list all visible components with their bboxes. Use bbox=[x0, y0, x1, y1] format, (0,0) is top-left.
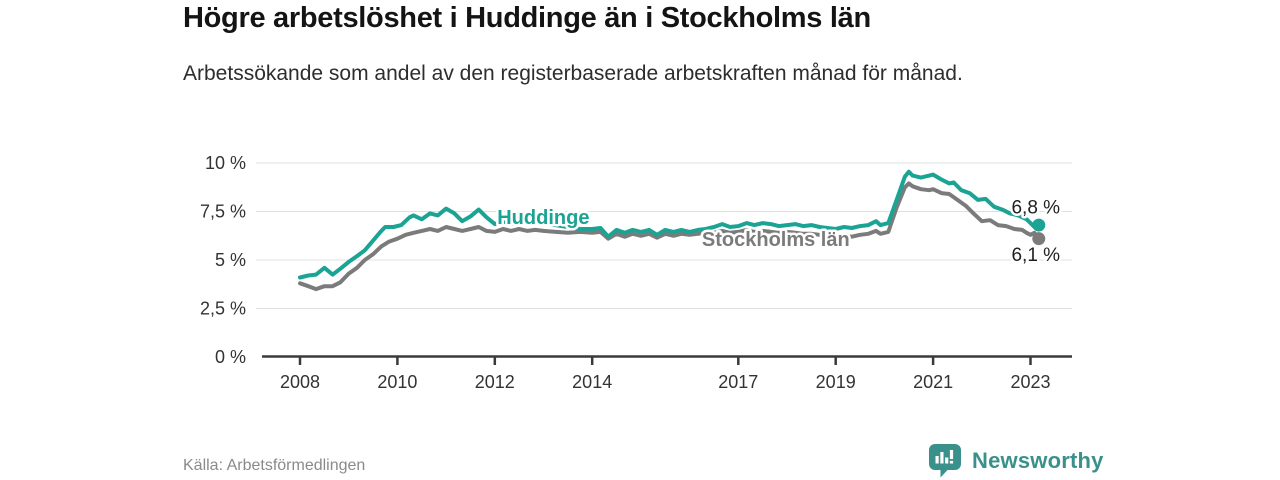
brand-name: Newsworthy bbox=[972, 447, 1104, 473]
end-value-label-huddinge: 6,8 % bbox=[1011, 198, 1060, 219]
series-label-huddinge: Huddinge bbox=[497, 207, 589, 229]
x-tick-label: 2008 bbox=[280, 372, 320, 392]
x-tick-label: 2017 bbox=[718, 372, 758, 392]
y-tick-label: 7,5 % bbox=[200, 202, 246, 222]
y-tick-label: 10 % bbox=[205, 153, 246, 173]
y-tick-label: 5 % bbox=[215, 250, 246, 270]
x-tick-label: 2010 bbox=[377, 372, 417, 392]
chart-title: Högre arbetslöshet i Huddinge än i Stock… bbox=[183, 2, 871, 34]
chart-subtitle: Arbetssökande som andel av den registerb… bbox=[183, 62, 963, 85]
series-label-stockholms-län: Stockholms län bbox=[702, 229, 850, 251]
x-tick-label: 2014 bbox=[572, 372, 612, 392]
end-dot-huddinge bbox=[1032, 218, 1046, 232]
end-dot-stockholms-län bbox=[1032, 232, 1046, 246]
logo-bar-3 bbox=[945, 457, 949, 464]
x-tick-label: 2023 bbox=[1010, 372, 1050, 392]
logo-bar-1 bbox=[935, 456, 939, 464]
series-line-huddinge bbox=[298, 169, 1041, 280]
x-tick-label: 2012 bbox=[475, 372, 515, 392]
logo-bar-2 bbox=[940, 452, 944, 464]
source-note: Källa: Arbetsförmedlingen bbox=[183, 457, 366, 474]
logo-exclamation-dot bbox=[949, 460, 954, 464]
series-line-stockholms-län bbox=[298, 181, 1041, 292]
y-tick-label: 2,5 % bbox=[200, 299, 246, 319]
x-tick-label: 2019 bbox=[816, 372, 856, 392]
logo-bubble-shape bbox=[929, 444, 961, 478]
y-tick-label: 0 % bbox=[215, 347, 246, 367]
logo-exclamation-stem bbox=[949, 450, 954, 459]
newsworthy-brand: Newsworthy bbox=[928, 443, 1104, 478]
x-tick-label: 2021 bbox=[913, 372, 953, 392]
newsworthy-logo-icon bbox=[929, 444, 961, 478]
end-value-label-stockholms-län: 6,1 % bbox=[1011, 245, 1060, 266]
